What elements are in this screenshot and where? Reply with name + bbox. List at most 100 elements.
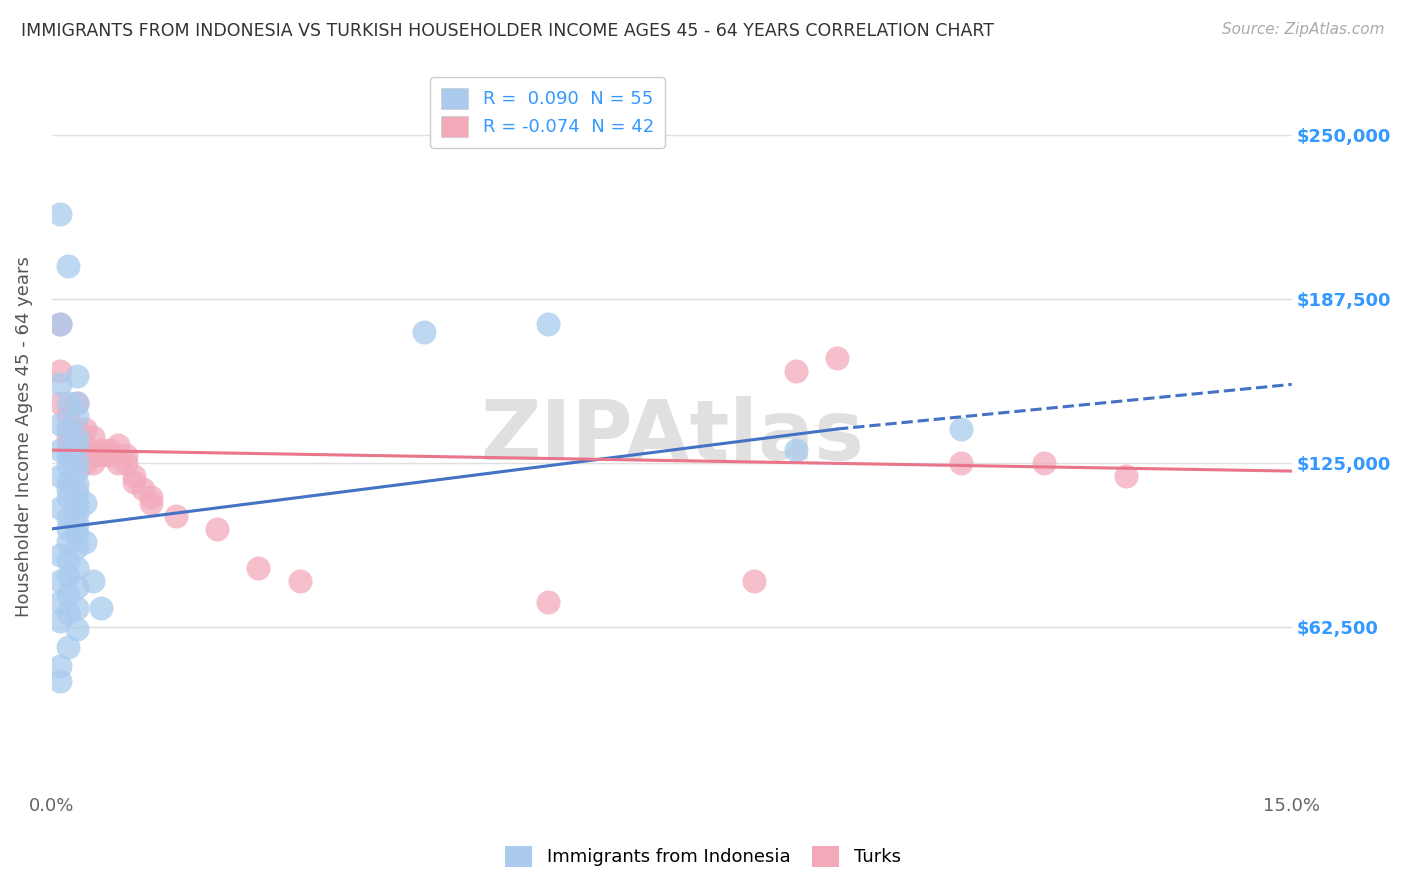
Point — [82, 430, 104, 444]
Point — [49, 500, 72, 515]
Point — [65, 527, 87, 541]
Point — [73, 438, 96, 452]
Point — [58, 511, 80, 525]
Point — [65, 453, 87, 467]
Point — [65, 396, 87, 410]
Point — [58, 588, 80, 602]
Point — [65, 477, 87, 491]
Point — [49, 364, 72, 378]
Point — [58, 438, 80, 452]
Point — [90, 443, 112, 458]
Point — [49, 317, 72, 331]
Point — [65, 438, 87, 452]
Point — [49, 396, 72, 410]
Point — [65, 409, 87, 423]
Point — [124, 469, 146, 483]
Point — [65, 541, 87, 555]
Point — [131, 483, 153, 497]
Point — [205, 522, 228, 536]
Point — [65, 506, 87, 520]
Point — [73, 456, 96, 470]
Point — [825, 351, 848, 365]
Point — [49, 469, 72, 483]
Point — [65, 561, 87, 575]
Point — [1115, 469, 1137, 483]
Point — [73, 448, 96, 462]
Point — [49, 377, 72, 392]
Legend: Immigrants from Indonesia, Turks: Immigrants from Indonesia, Turks — [498, 838, 908, 874]
Point — [58, 422, 80, 436]
Point — [49, 317, 72, 331]
Point — [288, 574, 311, 589]
Point — [58, 491, 80, 505]
Point — [58, 475, 80, 489]
Point — [65, 396, 87, 410]
Point — [115, 448, 138, 462]
Point — [58, 640, 80, 655]
Point — [65, 495, 87, 509]
Point — [58, 409, 80, 423]
Point — [58, 483, 80, 497]
Point — [90, 448, 112, 462]
Point — [73, 535, 96, 549]
Point — [65, 430, 87, 444]
Point — [65, 600, 87, 615]
Point — [785, 364, 807, 378]
Point — [950, 422, 973, 436]
Point — [82, 574, 104, 589]
Point — [139, 495, 162, 509]
Point — [82, 456, 104, 470]
Point — [65, 516, 87, 531]
Point — [65, 622, 87, 636]
Point — [65, 464, 87, 478]
Point — [58, 422, 80, 436]
Point — [58, 535, 80, 549]
Point — [49, 674, 72, 689]
Point — [65, 369, 87, 384]
Point — [58, 553, 80, 567]
Point — [1032, 456, 1054, 470]
Point — [49, 595, 72, 609]
Text: IMMIGRANTS FROM INDONESIA VS TURKISH HOUSEHOLDER INCOME AGES 45 - 64 YEARS CORRE: IMMIGRANTS FROM INDONESIA VS TURKISH HOU… — [21, 22, 994, 40]
Point — [58, 522, 80, 536]
Text: ZIPAtlas: ZIPAtlas — [479, 396, 863, 477]
Point — [107, 456, 129, 470]
Point — [49, 417, 72, 431]
Point — [98, 443, 121, 458]
Point — [58, 458, 80, 473]
Point — [65, 580, 87, 594]
Point — [65, 485, 87, 500]
Point — [49, 443, 72, 458]
Point — [537, 595, 560, 609]
Point — [107, 438, 129, 452]
Point — [247, 561, 270, 575]
Point — [49, 548, 72, 562]
Point — [537, 317, 560, 331]
Point — [90, 600, 112, 615]
Point — [785, 443, 807, 458]
Point — [139, 491, 162, 505]
Point — [58, 259, 80, 273]
Point — [65, 448, 87, 462]
Point — [412, 325, 434, 339]
Point — [73, 422, 96, 436]
Text: Source: ZipAtlas.com: Source: ZipAtlas.com — [1222, 22, 1385, 37]
Legend: R =  0.090  N = 55, R = -0.074  N = 42: R = 0.090 N = 55, R = -0.074 N = 42 — [430, 77, 665, 147]
Point — [49, 574, 72, 589]
Point — [65, 422, 87, 436]
Point — [115, 456, 138, 470]
Point — [58, 606, 80, 620]
Point — [124, 475, 146, 489]
Point — [73, 495, 96, 509]
Point — [58, 396, 80, 410]
Point — [744, 574, 766, 589]
Y-axis label: Householder Income Ages 45 - 64 years: Householder Income Ages 45 - 64 years — [15, 257, 32, 617]
Point — [58, 569, 80, 583]
Point — [58, 430, 80, 444]
Point — [49, 658, 72, 673]
Point — [65, 443, 87, 458]
Point — [950, 456, 973, 470]
Point — [49, 206, 72, 220]
Point — [49, 614, 72, 628]
Point — [58, 448, 80, 462]
